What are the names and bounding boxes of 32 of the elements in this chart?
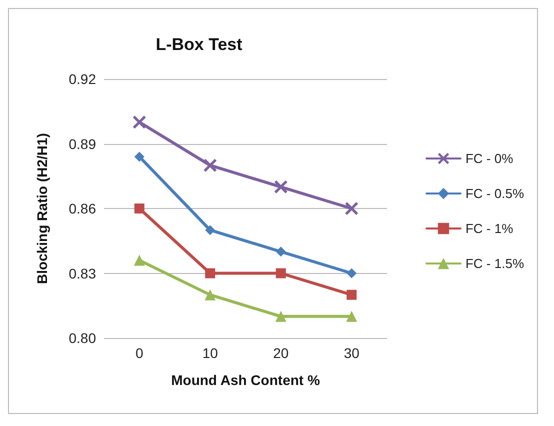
x-axis-title: Mound Ash Content % [171,372,320,388]
point [274,180,288,194]
x-tick-label: 30 [344,345,360,361]
legend-label: FC - 1% [465,221,514,236]
point [134,254,145,266]
y-tick-label: 0.86 [68,200,96,216]
point [345,202,358,215]
point [204,158,217,172]
y-tick-label: 0.89 [68,136,96,152]
point [275,310,286,322]
point [134,204,144,214]
legend-label: FC - 1.5% [465,256,524,271]
legend-label: FC - 0% [465,151,514,166]
x-tick-label: 20 [273,345,289,361]
y-tick-label: 0.83 [68,265,96,282]
point [132,116,146,129]
point [134,152,144,162]
point [276,246,286,257]
point [205,268,216,278]
point [205,225,216,236]
point [346,268,357,278]
point [346,310,358,322]
y-axis-title: Blocking Ratio (H2/H1) [34,133,50,284]
point [276,268,286,278]
chart-title: L-Box Test [156,35,243,54]
legend-label: FC - 0.5% [465,186,524,201]
point [346,290,357,300]
x-tick-label: 0 [135,345,144,361]
y-tick-label: 0.80 [68,330,96,346]
y-tick-label: 0.92 [68,71,96,87]
point [204,289,216,300]
x-tick-label: 10 [202,345,218,361]
